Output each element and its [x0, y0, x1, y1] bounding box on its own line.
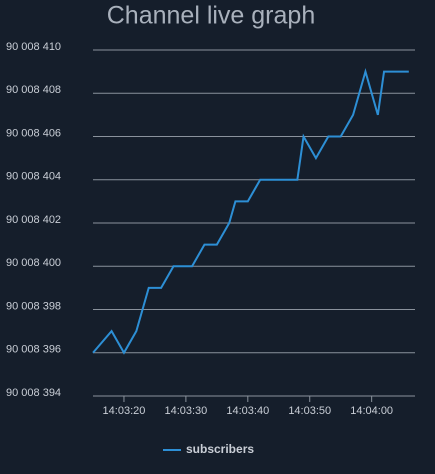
y-tick-label: 90 008 408: [6, 84, 61, 96]
x-tick-label: 14:03:50: [288, 405, 331, 417]
x-tick-label: 14:03:20: [103, 405, 146, 417]
y-tick-label: 90 008 394: [6, 387, 61, 399]
y-tick-label: 90 008 404: [6, 171, 61, 183]
x-tick-label: 14:04:00: [350, 405, 393, 417]
y-tick-label: 90 008 396: [6, 344, 61, 356]
x-tick-label: 14:03:40: [226, 405, 269, 417]
series-line: [92, 67, 409, 355]
y-tick-label: 90 008 410: [6, 41, 61, 53]
y-tick-label: 90 008 402: [6, 214, 61, 226]
legend-label: subscribers: [186, 442, 254, 456]
y-tick-label: 90 008 398: [6, 300, 61, 312]
y-tick-label: 90 008 406: [6, 127, 61, 139]
y-tick-label: 90 008 400: [6, 257, 61, 269]
chart-title: Channel live graph: [107, 2, 315, 30]
x-tick-label: 14:03:30: [164, 405, 207, 417]
